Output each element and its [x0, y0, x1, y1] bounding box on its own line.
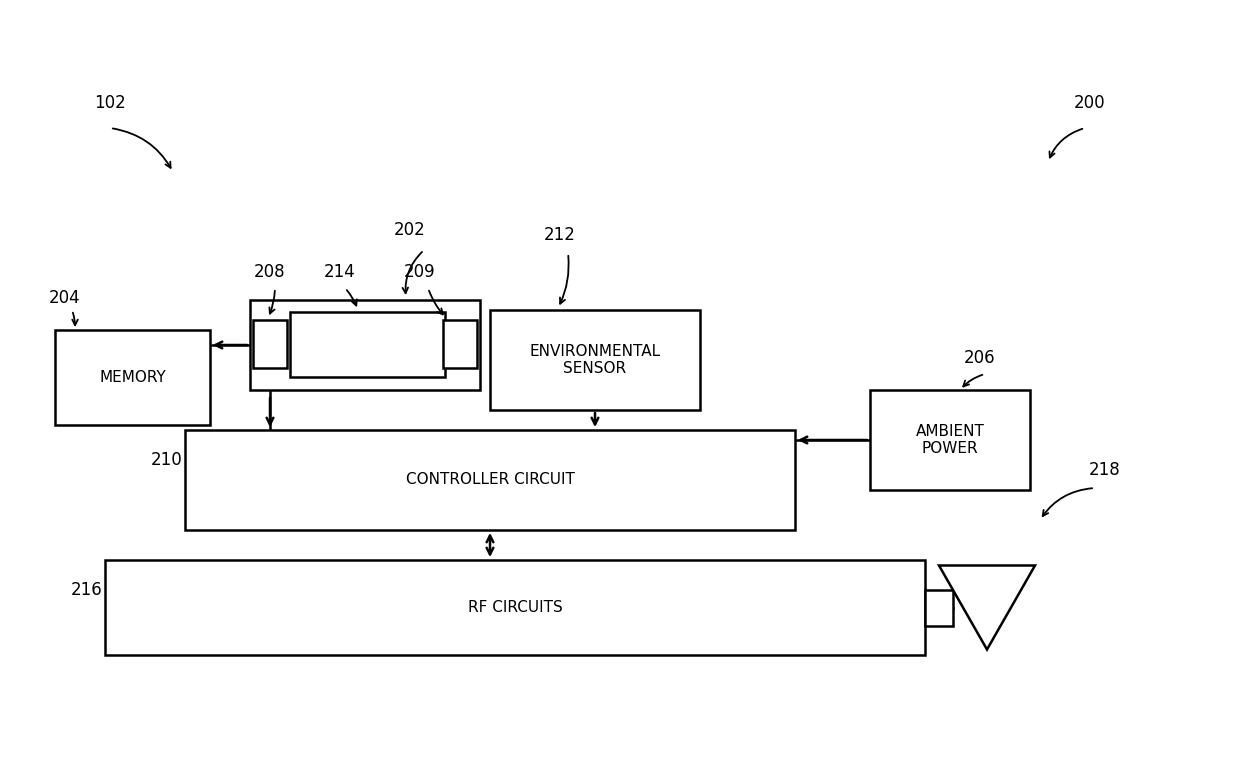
Text: 200: 200 — [1074, 94, 1106, 112]
Text: AMBIENT: AMBIENT — [915, 424, 985, 439]
Text: 202: 202 — [394, 221, 425, 239]
Bar — [253, 320, 286, 368]
Bar — [185, 430, 795, 530]
Text: ENVIRONMENTAL: ENVIRONMENTAL — [529, 344, 661, 359]
Text: 209: 209 — [404, 263, 435, 281]
Text: 208: 208 — [254, 263, 285, 281]
Text: 206: 206 — [965, 349, 996, 367]
Text: POWER: POWER — [921, 441, 978, 456]
Bar — [290, 312, 445, 377]
Bar — [490, 310, 701, 410]
Text: 102: 102 — [94, 94, 126, 112]
Polygon shape — [939, 566, 1035, 650]
Text: 212: 212 — [544, 226, 575, 244]
Text: 216: 216 — [71, 581, 103, 599]
Text: 210: 210 — [151, 451, 182, 469]
Bar — [925, 590, 954, 626]
Text: 214: 214 — [324, 263, 356, 281]
Text: 218: 218 — [1089, 461, 1121, 479]
Bar — [870, 390, 1030, 490]
Text: CONTROLLER CIRCUIT: CONTROLLER CIRCUIT — [405, 473, 574, 488]
Text: SENSOR: SENSOR — [563, 361, 626, 376]
Text: 204: 204 — [50, 289, 81, 307]
Bar — [105, 560, 925, 655]
Text: MEMORY: MEMORY — [99, 370, 166, 385]
Bar — [443, 320, 477, 368]
Bar — [55, 330, 210, 425]
Text: RF CIRCUITS: RF CIRCUITS — [467, 600, 563, 615]
Bar — [250, 300, 480, 390]
